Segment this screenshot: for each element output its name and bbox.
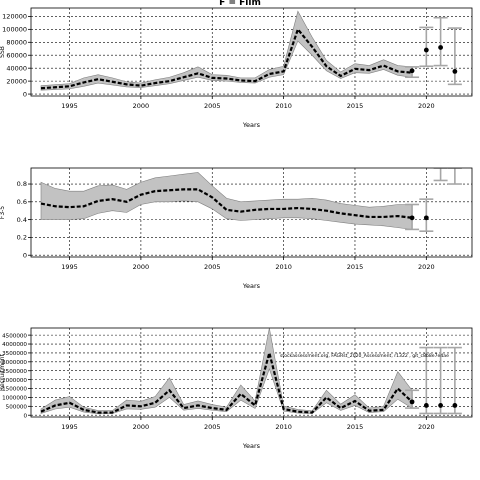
estimate-line — [40, 27, 413, 90]
y-tick-label: 0.4 — [17, 216, 27, 224]
y-tick-label: 3000000 — [2, 360, 27, 366]
x-axis-label: Years — [242, 121, 261, 129]
x-axis-label: Years — [242, 282, 261, 290]
x-tick-label: 2015 — [347, 102, 364, 110]
y-tick-label: 1000000 — [2, 396, 27, 402]
y-tick-label: 100000 — [2, 26, 27, 34]
y-tick-label: 4500000 — [2, 333, 27, 339]
y-tick-label: 4000000 — [2, 342, 27, 348]
x-tick-label: 2015 — [347, 263, 364, 271]
estimate-line — [40, 348, 413, 414]
x-tick-label: 2010 — [275, 423, 292, 431]
x-tick-label: 2020 — [418, 102, 435, 110]
y-tick-label: 1500000 — [2, 387, 27, 393]
y-tick-label: 120000 — [2, 13, 27, 21]
y-tick-label: 0.2 — [17, 234, 27, 242]
y-tick-label: 40000 — [6, 64, 27, 72]
y-tick-label: 500000 — [6, 405, 28, 411]
plot-area — [31, 8, 472, 96]
x-tick-label: 2005 — [204, 263, 221, 271]
x-tick-label: 1995 — [61, 102, 78, 110]
x-tick-label: 1995 — [61, 423, 78, 431]
plot-frame — [30, 167, 473, 258]
plot-frame — [30, 7, 473, 97]
projection-point — [409, 399, 415, 405]
projection-point — [423, 215, 429, 221]
figure-title: F = Flim — [219, 0, 261, 8]
y-axis-label: Recruitment — [0, 353, 6, 391]
y-tick-label: 2000000 — [2, 378, 27, 384]
panel-1: 1995 2000 2005 2010 2015 2020 0 20000 40000 60000… — [0, 7, 473, 129]
plot-frame — [30, 327, 473, 418]
plot-area — [31, 328, 472, 417]
y-axis-label: SSB — [0, 46, 6, 58]
projection-point — [438, 45, 444, 50]
x-tick-label: 2005 — [204, 102, 221, 110]
projection-point — [438, 403, 444, 408]
estimate-line — [40, 188, 413, 219]
y-tick-label: 0 — [23, 413, 27, 419]
y-tick-label: 2500000 — [2, 369, 27, 375]
plot-area — [31, 168, 472, 257]
x-tick-label: 2010 — [275, 102, 292, 110]
projection-point — [409, 68, 415, 74]
y-tick-label: 3500000 — [2, 351, 27, 357]
y-tick-label: 0.8 — [17, 180, 27, 188]
y-tick-label: 20000 — [6, 77, 27, 85]
projection-point — [452, 69, 458, 74]
x-tick-label: 2020 — [418, 263, 435, 271]
projection-point — [409, 215, 415, 221]
y-axis-label: F3-5 — [0, 206, 6, 219]
x-tick-label: 2015 — [347, 423, 364, 431]
projection-point — [423, 403, 429, 408]
projection-point — [452, 403, 458, 408]
x-tick-label: 2005 — [204, 423, 221, 431]
y-tick-label: 60000 — [6, 51, 27, 59]
x-tick-label: 2000 — [133, 263, 150, 271]
annotation-text: stockassessment.org, FAGRst_2020_Assessm… — [280, 353, 449, 359]
x-tick-label: 2000 — [133, 102, 150, 110]
x-tick-label: 2020 — [418, 423, 435, 431]
x-tick-label: 2010 — [275, 263, 292, 271]
y-tick-label: 0 — [23, 251, 27, 259]
x-tick-label: 1995 — [61, 263, 78, 271]
y-tick-label: 0.6 — [17, 198, 27, 206]
x-axis-label: Years — [242, 442, 261, 450]
x-tick-label: 2000 — [133, 423, 150, 431]
y-tick-label: 80000 — [6, 38, 27, 46]
panel-2: 1995 2000 2005 2010 2015 2020 0 0.2 0.4 0.6 0.8 Yea… — [0, 167, 473, 290]
projection-point — [423, 47, 429, 53]
panel-3: 1995 2000 2005 2010 2015 2020 0 500000 1000000 15… — [0, 327, 473, 450]
y-tick-label: 0 — [23, 90, 27, 98]
